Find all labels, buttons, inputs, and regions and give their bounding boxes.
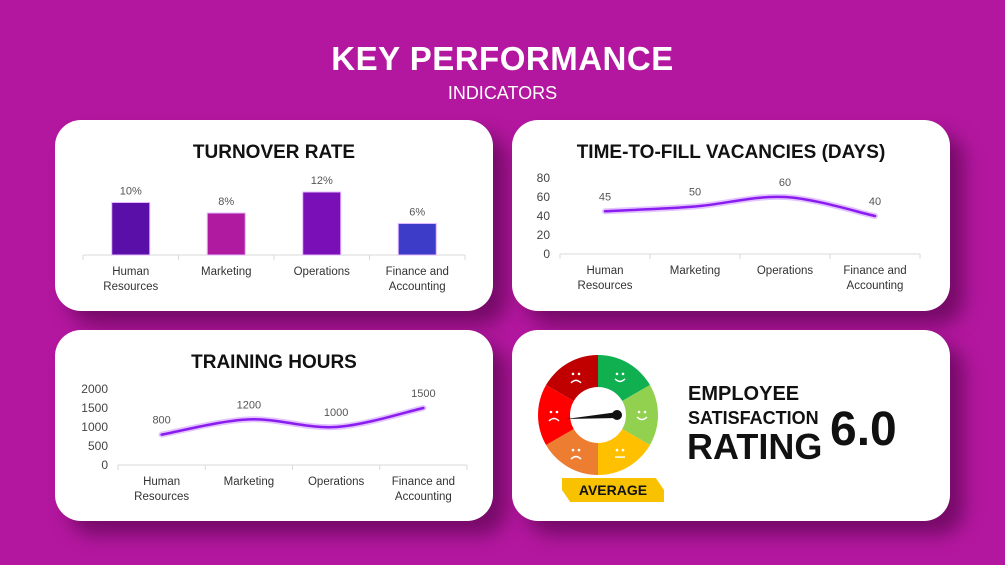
y-tick-label: 20: [537, 228, 551, 242]
y-tick-label: 0: [543, 247, 550, 261]
data-label: 6%: [409, 207, 425, 219]
face-eye-icon: [571, 372, 575, 376]
training-title: TRAINING HOURS: [191, 352, 357, 373]
data-label: 800: [152, 415, 170, 427]
gauge-segment: [622, 385, 658, 445]
x-category-label: Human: [143, 476, 180, 488]
face-eye-icon: [615, 372, 619, 376]
training-card: TRAINING HOURS 0 500 1000 1500 2000 Human Reso…: [55, 330, 493, 521]
data-label: 12%: [311, 175, 333, 187]
gauge-segment: [598, 355, 650, 401]
satisfaction-line1: EMPLOYEE: [688, 383, 800, 405]
gauge-needle: [566, 412, 618, 419]
satisfaction-line3: RATING: [687, 426, 823, 467]
bar: [111, 202, 151, 256]
x-category-label: Operations: [757, 265, 814, 277]
x-category-label: Accounting: [847, 280, 904, 292]
gauge-segment: [546, 355, 598, 401]
x-category-label: Operations: [308, 476, 365, 488]
x-category-label: Resources: [103, 281, 158, 293]
x-category-label: Marketing: [201, 266, 252, 278]
y-tick-label: 80: [537, 171, 551, 185]
time-to-fill-card: TIME-TO-FILL VACANCIES (DAYS) 0 20 40 60 80 H…: [512, 120, 950, 311]
data-label: 1500: [411, 388, 435, 400]
turnover-card: TURNOVER RATE Human Resources Marketing Ope…: [55, 120, 493, 311]
turnover-title: TURNOVER RATE: [192, 142, 356, 163]
x-category-label: Human: [586, 265, 623, 277]
x-category-label: Resources: [134, 491, 189, 503]
face-eye-icon: [643, 410, 647, 414]
satisfaction-gauge: [538, 355, 658, 475]
y-tick-label: 60: [537, 190, 551, 204]
face-eye-icon: [621, 448, 625, 452]
face-eye-icon: [615, 448, 619, 452]
time-to-fill-title: TIME-TO-FILL VACANCIES (DAYS): [576, 142, 886, 163]
bar: [206, 212, 246, 256]
page-title: KEY PERFORMANCE: [331, 40, 674, 77]
x-category-label: Accounting: [395, 491, 452, 503]
training-chart: 0 500 1000 1500 2000 Human Resources Marketing O…: [81, 382, 468, 503]
x-category-label: Resources: [578, 280, 633, 292]
satisfaction-level-badge: AVERAGE: [562, 478, 664, 502]
data-label: 8%: [218, 196, 234, 208]
gauge-needle-hub: [612, 410, 622, 420]
satisfaction-line2: SATISFACTION: [688, 408, 819, 428]
y-tick-label: 1500: [81, 401, 108, 415]
face-eye-icon: [577, 448, 581, 452]
satisfaction-card: EMPLOYEE SATISFACTION RATING 6.0 AVERAGE: [512, 330, 950, 521]
x-category-label: Operations: [294, 266, 351, 278]
time-to-fill-chart: 0 20 40 60 80 Human Resources Marketing Operatio…: [537, 171, 921, 292]
x-category-label: Human: [112, 266, 149, 278]
face-eye-icon: [549, 410, 553, 414]
x-category-label: Finance and: [392, 476, 455, 488]
y-tick-label: 2000: [81, 382, 108, 396]
x-category-label: Marketing: [670, 265, 721, 277]
series-line-glow: [158, 405, 427, 438]
face-eye-icon: [577, 372, 581, 376]
data-label: 40: [869, 196, 881, 208]
y-tick-label: 1000: [81, 420, 108, 434]
face-mouth-icon: [614, 378, 626, 383]
gauge-segment: [546, 429, 598, 475]
satisfaction-value: 6.0: [830, 403, 897, 456]
face-eye-icon: [621, 372, 625, 376]
data-label: 10%: [120, 186, 142, 198]
data-label: 50: [689, 187, 701, 199]
gauge-segment: [598, 429, 650, 475]
data-label: 1000: [324, 407, 348, 419]
y-tick-label: 500: [88, 439, 108, 453]
face-mouth-icon: [570, 379, 582, 384]
face-eye-icon: [571, 448, 575, 452]
y-tick-label: 0: [101, 458, 108, 472]
bar: [302, 191, 342, 256]
data-label: 60: [779, 177, 791, 189]
x-category-label: Accounting: [389, 281, 446, 293]
face-eye-icon: [637, 410, 641, 414]
x-category-label: Finance and: [843, 265, 906, 277]
data-label: 45: [599, 191, 611, 203]
turnover-chart: Human Resources Marketing Operations Finance…: [82, 175, 466, 293]
series-line: [160, 406, 425, 436]
face-mouth-icon: [636, 416, 648, 421]
face-mouth-icon: [548, 417, 560, 422]
face-eye-icon: [555, 410, 559, 414]
x-category-label: Marketing: [224, 476, 275, 488]
series-line: [603, 195, 877, 218]
face-mouth-icon: [570, 455, 582, 460]
y-tick-label: 40: [537, 209, 551, 223]
gauge-segment: [538, 385, 574, 445]
bar: [397, 223, 437, 256]
x-category-label: Finance and: [386, 266, 449, 278]
data-label: 1200: [237, 399, 261, 411]
page-subtitle: INDICATORS: [447, 83, 558, 103]
